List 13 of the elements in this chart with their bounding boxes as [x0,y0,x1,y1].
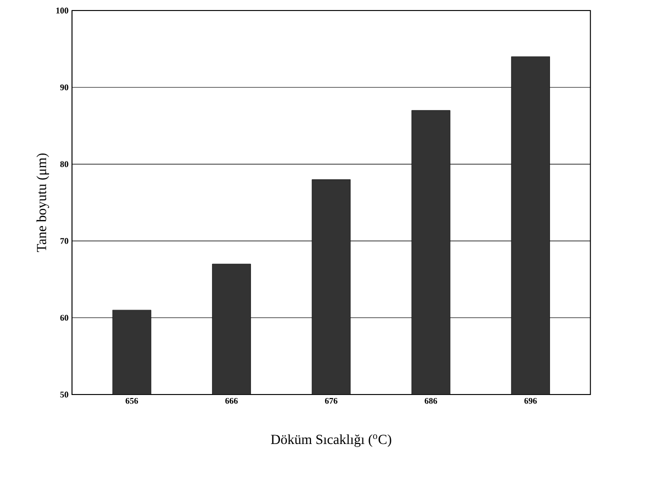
y-tick-label: 90 [60,84,68,90]
y-tick-label: 70 [60,238,68,244]
y-tick-label: 60 [60,314,68,321]
x-tick-label: 696 [524,398,537,404]
x-tick-label: 666 [225,398,238,404]
y-tick-label: 80 [60,161,68,168]
x-tick-label: 676 [325,398,338,404]
y-tick-label: 100 [56,8,68,14]
x-axis-title: Döküm Sıcaklığı ($^{o}$C) [270,434,392,448]
x-tick-label: 656 [126,398,138,404]
y-axis-title: Tane boyutu (μm) [36,154,50,252]
y-tick-label: 50 [60,392,68,398]
x-tick-label: 686 [424,398,438,404]
